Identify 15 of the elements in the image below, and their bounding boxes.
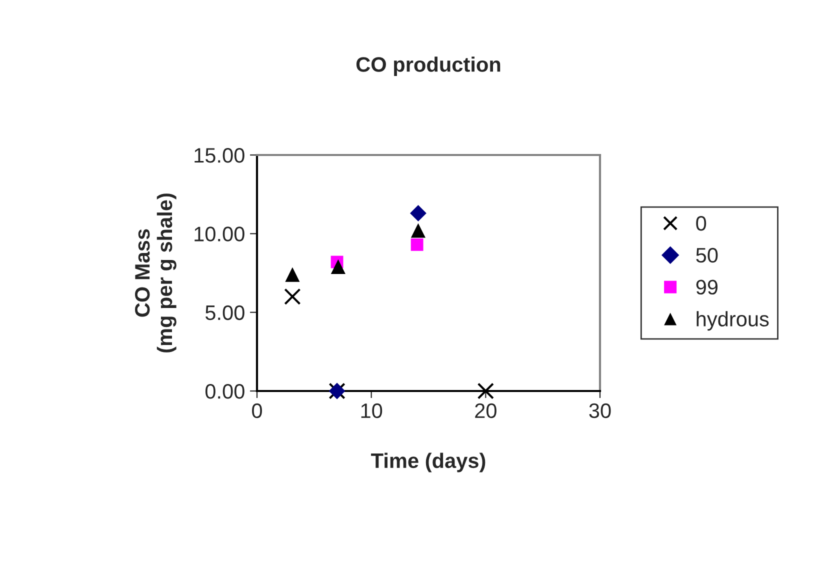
legend-label: 50 (696, 248, 718, 263)
y-tick-label: 15.00 (194, 148, 244, 163)
legend-label: 0 (696, 216, 706, 231)
y-axis-title: CO Mass (mg per g shale) (134, 194, 176, 352)
y-tick-label: 0.00 (205, 384, 244, 399)
x-tick-label: 20 (475, 403, 496, 418)
chart-title: CO production (356, 56, 500, 76)
x-tick-label: 0 (252, 403, 262, 418)
x-tick-label: 30 (589, 403, 611, 418)
legend-label: 99 (696, 280, 718, 295)
y-tick-label: 5.00 (205, 305, 244, 320)
x-tick-label: 10 (361, 403, 382, 418)
legend-label: hydrous (696, 311, 769, 331)
y-tick-label: 10.00 (194, 226, 244, 242)
x-axis-title: Time (days) (371, 452, 486, 472)
